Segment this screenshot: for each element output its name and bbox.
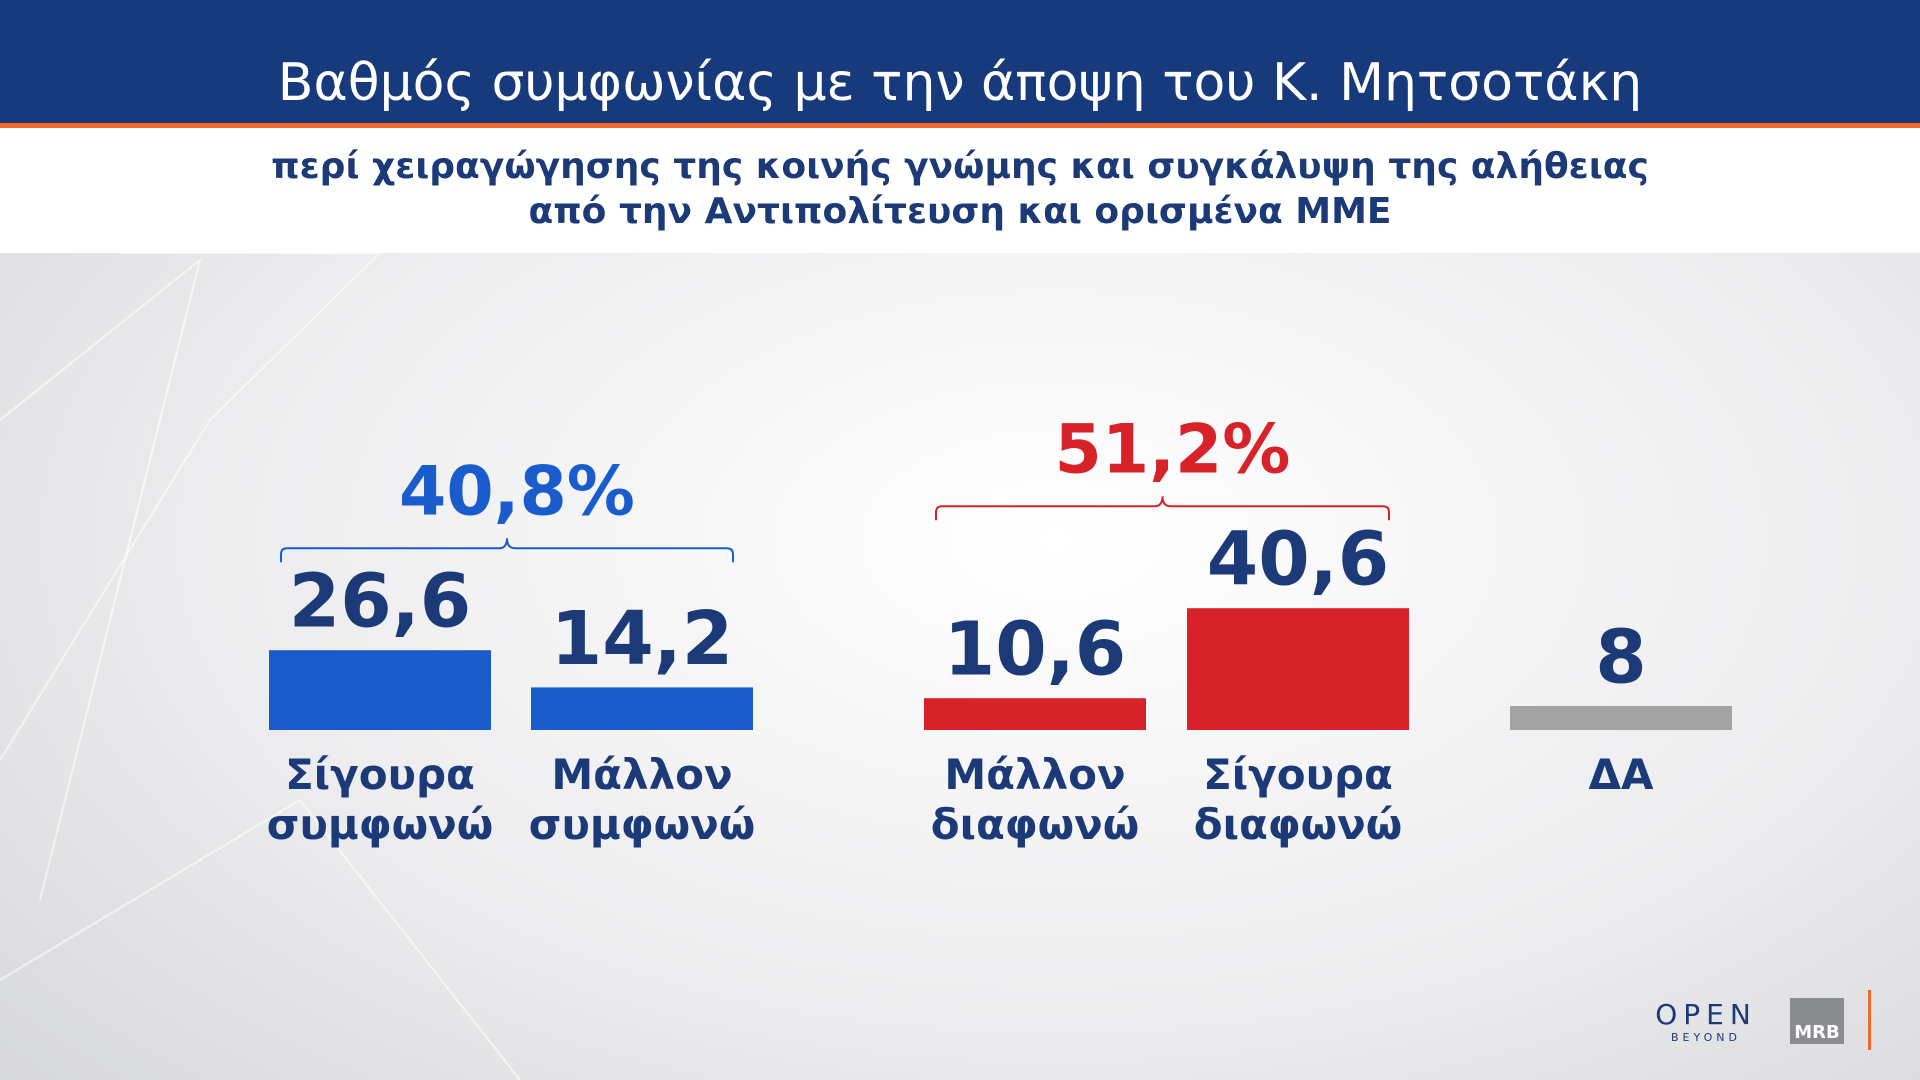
value-label: 40,6 (1207, 517, 1390, 603)
category-box: ΔΑ (1588, 750, 1654, 799)
value-label: 10,6 (944, 607, 1127, 693)
category-box: Μάλλον συμφωνώ (528, 750, 756, 849)
subtitle: από την Αντιπολίτευση και ορισμένα ΜΜΕ (528, 191, 1391, 232)
logo: OPEN BEYOND MRB (1655, 990, 1871, 1050)
value-label: 8 (1595, 615, 1647, 701)
category-label: Μάλλον συμφωνώ (528, 750, 756, 849)
header-band (0, 0, 1920, 123)
group-total: 40,8% (399, 453, 635, 532)
value-label: 26,6 (289, 559, 472, 645)
category-label: ΔΑ (1588, 750, 1654, 799)
bar (1510, 706, 1732, 730)
category-box: Μάλλον διαφωνώ (930, 750, 1140, 849)
logo-box (1790, 998, 1844, 1044)
header-accent (0, 123, 1920, 128)
category-box: Σίγουρα διαφωνώ (1193, 750, 1403, 849)
group-total: 51,2% (1055, 411, 1291, 490)
category-label: Μάλλον διαφωνώ (930, 750, 1140, 849)
chart-title: Βαθμός συμφωνίας με την άποψη του Κ. Μητ… (278, 53, 1642, 113)
subtitle-band (0, 128, 1920, 253)
value-label: 14,2 (551, 596, 734, 682)
group-brace (280, 538, 734, 563)
logo-text: OPEN (1655, 998, 1757, 1031)
bar (1187, 608, 1409, 730)
bar (924, 698, 1146, 730)
category-box: Σίγουρα συμφωνώ (266, 750, 494, 849)
logo-text: BEYOND (1671, 1031, 1741, 1044)
group-brace (935, 496, 1390, 521)
bar (269, 650, 491, 730)
category-label: Σίγουρα διαφωνώ (1193, 750, 1403, 849)
category-label: Σίγουρα συμφωνώ (266, 750, 494, 849)
bar (531, 687, 753, 730)
logo-accent (1868, 990, 1871, 1050)
logo-text: MRB (1794, 1022, 1840, 1043)
subtitle: περί χειραγώγησης της κοινής γνώμης και … (271, 146, 1649, 187)
